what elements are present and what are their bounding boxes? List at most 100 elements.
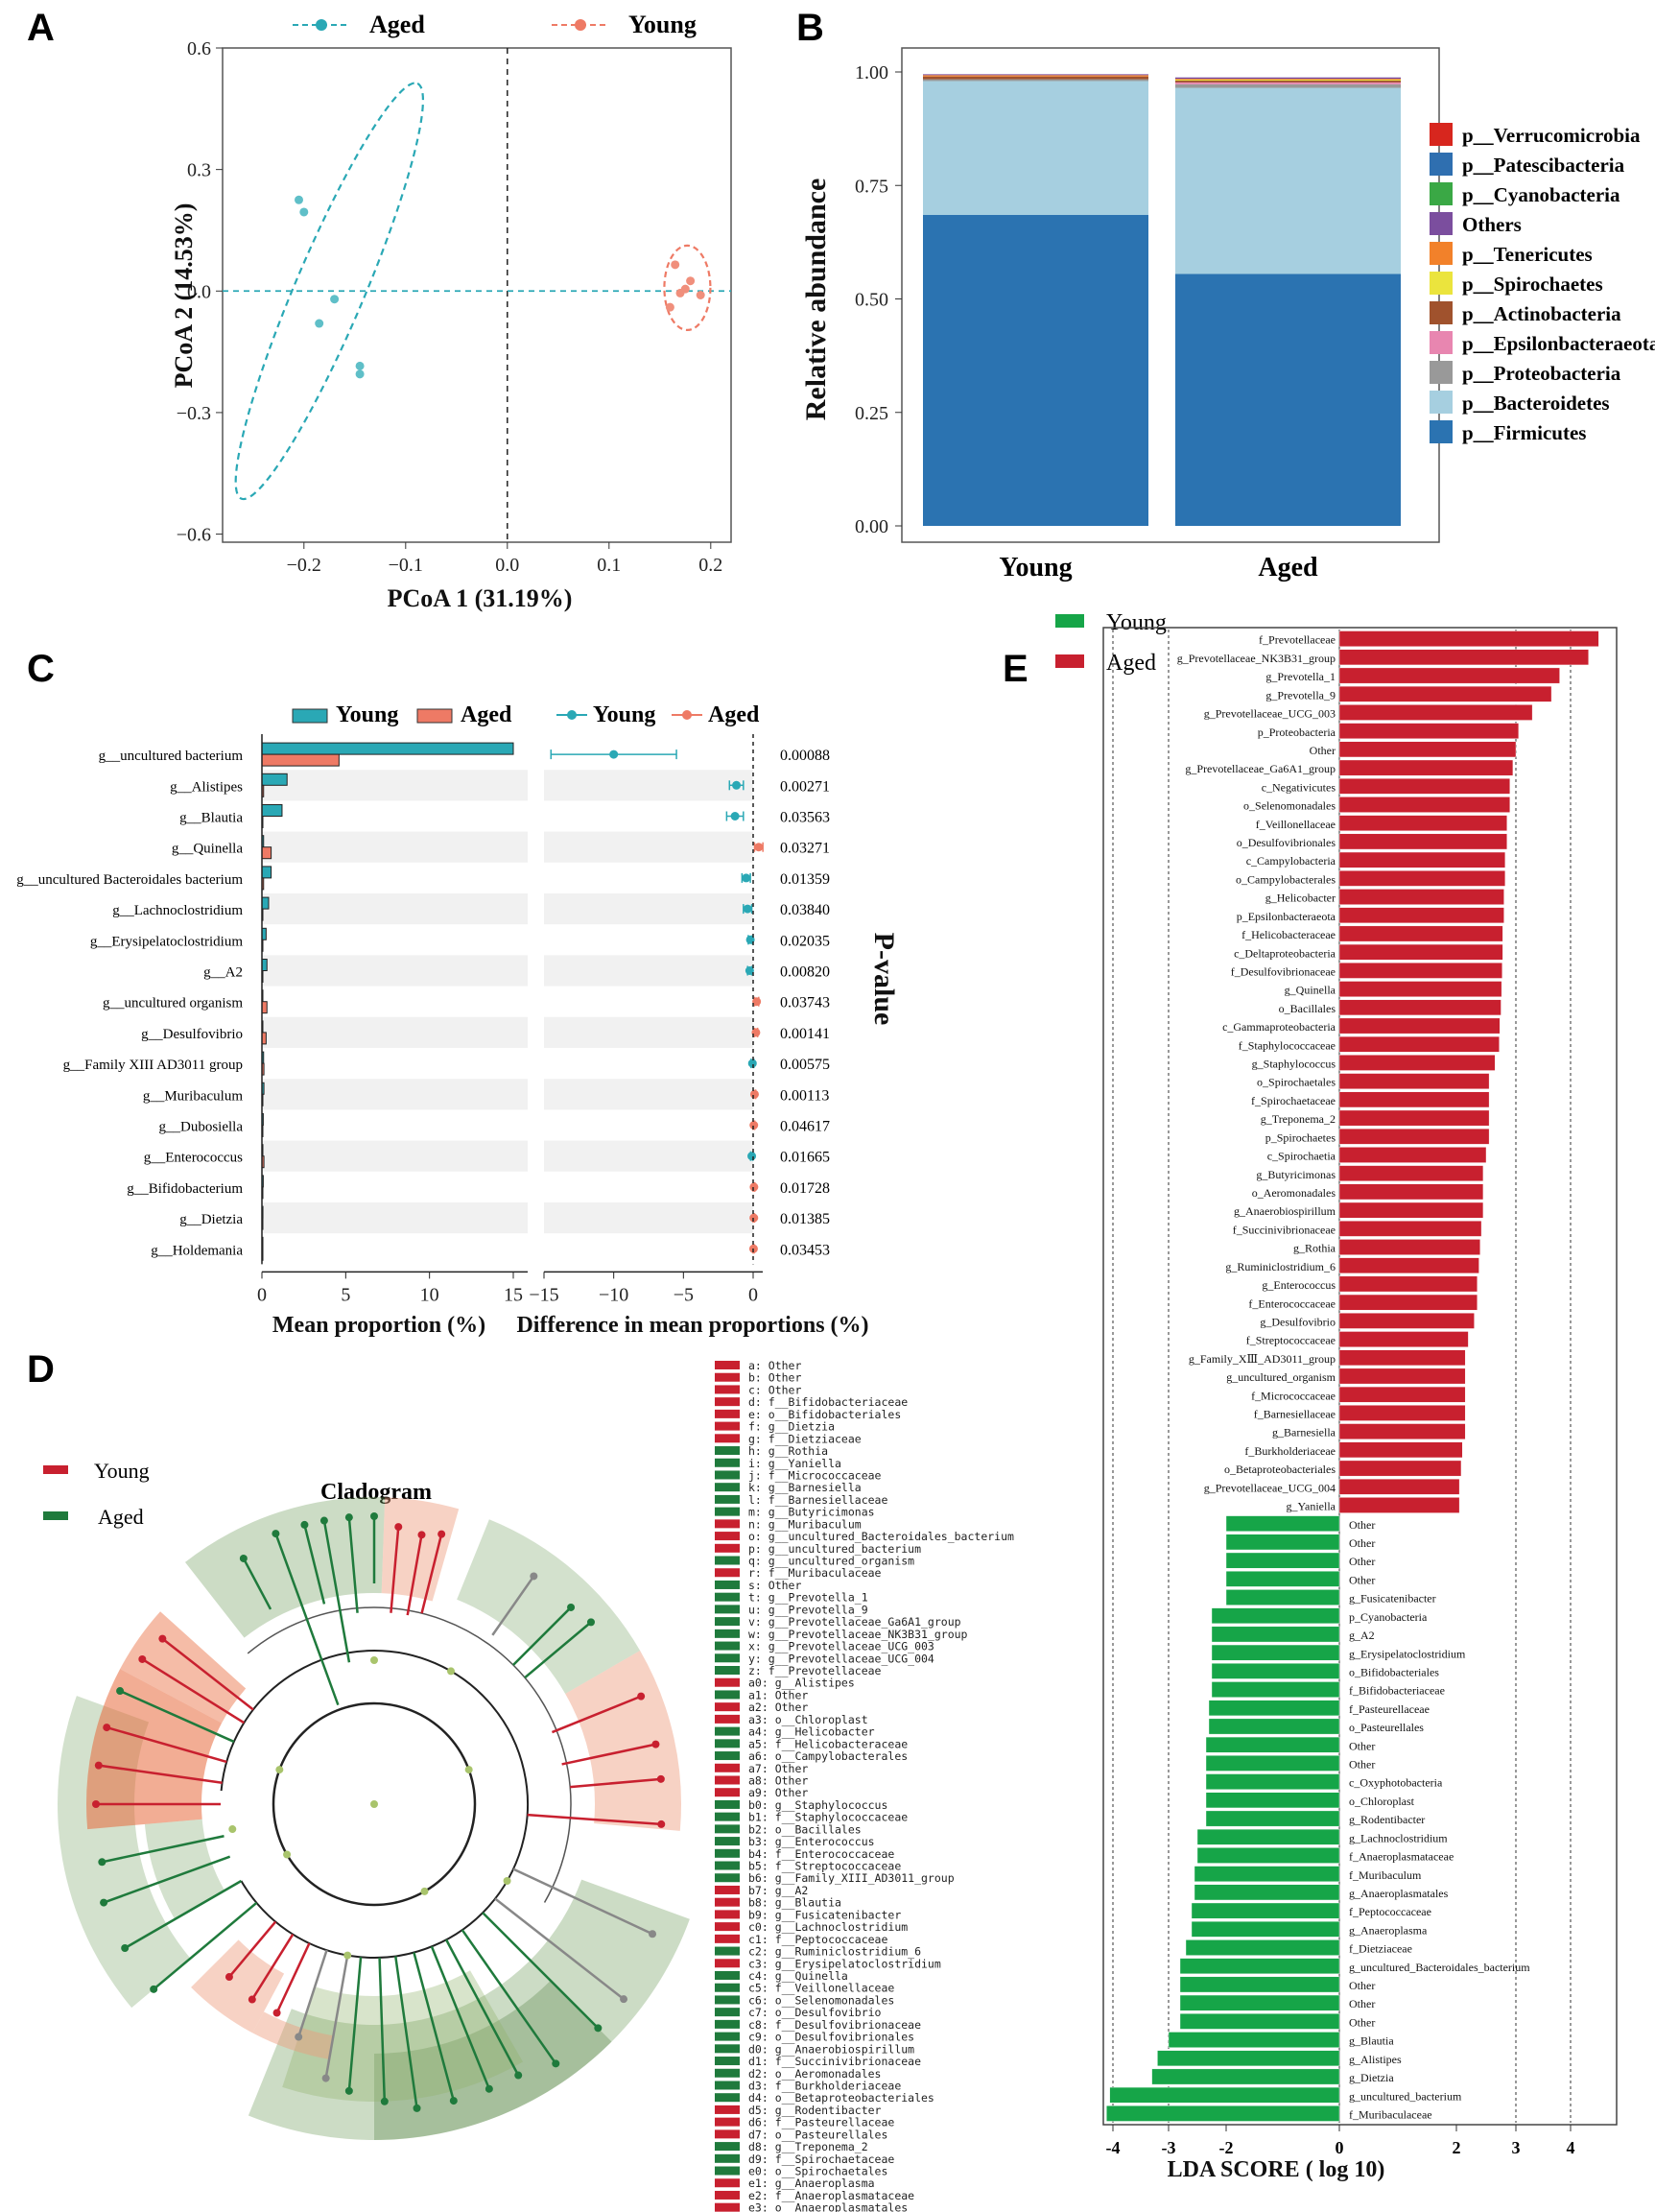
tree-branch: [322, 1520, 351, 1663]
panel-label-a: A: [27, 7, 55, 49]
lda-bar: [1208, 1700, 1340, 1717]
lda-label: g_Prevotellaceae_UCG_003: [1204, 707, 1336, 721]
left-x-tick-label: 15: [504, 1284, 523, 1305]
panel-c-extended-error-bar: Young Aged Young Aged g__uncultured bact…: [16, 702, 900, 1338]
legend-marker-aged: [316, 19, 327, 31]
key-entry: d4: o__Betaproteobacteriales: [748, 2091, 934, 2105]
diff-point: [749, 1089, 759, 1099]
taxon-label: g__Erysipelatoclostridium: [90, 934, 243, 949]
key-entry: d0: g__Anaerobiospirillum: [748, 2042, 914, 2056]
tree-branch: [413, 1952, 456, 2102]
key-swatch: [715, 2008, 740, 2017]
lda-bar: [1338, 963, 1502, 979]
lda-label: g_Anaerobiospirillum: [1234, 1204, 1336, 1218]
y-tick-label: −0.3: [177, 403, 211, 424]
legend-marker-young: [567, 710, 577, 720]
key-swatch: [715, 1470, 740, 1480]
tree-branch: [106, 1725, 227, 1764]
key-swatch: [715, 1837, 740, 1846]
key-swatch: [715, 1421, 740, 1431]
tree-node: [594, 2024, 603, 2033]
lda-label: f_Burkholderiaceae: [1244, 1444, 1336, 1458]
lda-legend-swatch-aged: [1055, 654, 1084, 668]
tree-node-inner: [343, 1951, 352, 1960]
lda-bar: [1205, 1810, 1340, 1827]
row-shade-right: [544, 1202, 753, 1234]
legend-label: p__Firmicutes: [1462, 421, 1586, 444]
category-label: Aged: [1258, 553, 1318, 583]
x-tick-label: −0.1: [389, 555, 423, 576]
key-entry: c3: g__Erysipelatoclostridium: [748, 1957, 941, 1970]
lda-label: f_Helicobacteraceae: [1241, 928, 1336, 941]
tree-node: [485, 2084, 493, 2093]
lda-label: g_Anaeroplasma: [1349, 1923, 1428, 1937]
key-swatch: [715, 1799, 740, 1809]
point-young: [686, 276, 696, 286]
legend-swatch: [1430, 301, 1453, 324]
key-entry: c9: o__Desulfovibrionales: [748, 2031, 914, 2044]
legend-label-aged: Aged: [369, 11, 425, 38]
tree-node: [552, 2059, 560, 2068]
key-swatch: [715, 1983, 740, 1992]
lda-bar: [1338, 1183, 1484, 1201]
key-swatch: [715, 1677, 740, 1687]
diff-point: [743, 904, 752, 914]
lda-plot-frame: [1102, 627, 1618, 2126]
clade-shade-aged: [184, 1497, 386, 1638]
key-swatch: [715, 1848, 740, 1858]
bar-segment: [1175, 82, 1401, 84]
lda-bar: [1338, 1386, 1466, 1403]
key-entry: c: Other: [748, 1383, 801, 1396]
right-x-tick-label: −5: [674, 1284, 694, 1305]
lda-bar: [1205, 1773, 1340, 1790]
cladogram-legend-aged: Aged: [98, 1505, 144, 1529]
tree-node-inner: [370, 1800, 378, 1808]
lda-bar: [1338, 925, 1503, 942]
y-tick-label: 0.3: [187, 160, 211, 181]
lda-bar: [1338, 1257, 1479, 1274]
tree-branch: [303, 1524, 326, 1605]
lda-x-tick-label: -2: [1219, 2138, 1234, 2157]
lda-label: f_Bifidobacteriaceae: [1349, 1684, 1445, 1698]
taxon-label: g__Dietzia: [179, 1212, 243, 1227]
key-swatch: [715, 1690, 740, 1700]
lda-label: f_Anaeroplasmataceae: [1349, 1850, 1454, 1864]
key-swatch: [715, 1617, 740, 1627]
pcoa-y-axis-title: PCoA 2 (14.53%): [170, 203, 198, 389]
lda-label: o_Campylobacterales: [1236, 872, 1336, 886]
clade-shade-aged: [374, 1980, 612, 2140]
legend-label-young-diff: Young: [593, 702, 655, 727]
bar-young: [261, 773, 288, 786]
bar-young: [261, 866, 272, 879]
tree-branch: [570, 1777, 661, 1789]
legend-swatch-aged: [416, 708, 453, 724]
lda-bar: [1225, 1534, 1340, 1551]
tree-node: [437, 1530, 446, 1538]
key-entry: d6: f__Pasteurellaceae: [748, 2116, 894, 2129]
tree-branch: [297, 1949, 328, 2037]
outer-ring: [247, 1606, 572, 1903]
pcoa-plot-frame: [222, 47, 732, 543]
key-swatch: [715, 1897, 740, 1907]
cladogram-title: Cladogram: [320, 1480, 432, 1505]
lda-bar: [1338, 1073, 1490, 1089]
lda-label: c_Spirochaetia: [1267, 1150, 1336, 1163]
panel-label-e: E: [1003, 648, 1028, 690]
pcoa-x-axis-title: PCoA 1 (31.19%): [388, 584, 573, 612]
lda-label: g_Barnesiella: [1272, 1426, 1336, 1439]
key-entry: a1: Other: [748, 1688, 808, 1701]
tree-node: [637, 1692, 646, 1701]
category-label: Young: [999, 553, 1072, 583]
lda-axis-title: LDA SCORE ( log 10): [1168, 2157, 1385, 2182]
key-swatch: [715, 1763, 740, 1772]
taxon-label: g__Blautia: [179, 811, 243, 826]
bar-segment: [923, 75, 1148, 77]
key-swatch: [715, 2032, 740, 2041]
key-swatch: [715, 1543, 740, 1553]
lda-label: p_Spirochaetes: [1265, 1130, 1336, 1144]
lda-bar: [1338, 1405, 1466, 1421]
tree-branch: [242, 1558, 272, 1610]
lda-label: p_Proteobacteria: [1258, 725, 1336, 739]
tree-branch: [124, 1879, 243, 1950]
pcoa-points: [223, 48, 731, 542]
